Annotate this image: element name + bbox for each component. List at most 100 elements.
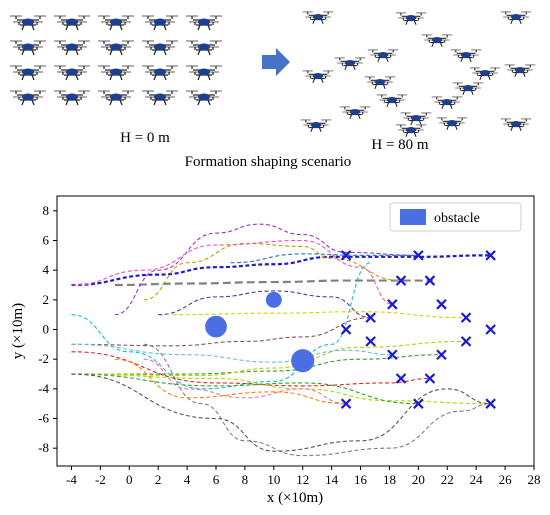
quadcopter-icon (395, 12, 427, 26)
quadcopter-icon (431, 96, 463, 110)
target-marker (436, 299, 447, 310)
quadcopter-icon (367, 49, 399, 63)
y-tick-label: 0 (43, 322, 50, 337)
trajectory-line (143, 242, 402, 301)
quadcopter-icon (300, 119, 332, 133)
x-tick-label: 24 (470, 472, 484, 487)
quadcopter-icon (54, 90, 90, 106)
quadcopter-icon (376, 94, 408, 108)
quadcopter-icon (302, 70, 334, 84)
x-tick-label: -2 (95, 472, 106, 487)
x-tick-label: 20 (412, 472, 425, 487)
quadcopter-icon (450, 49, 482, 63)
target-marker (460, 336, 472, 347)
trajectory-line (230, 253, 419, 264)
y-tick-label: 8 (43, 203, 50, 218)
y-tick-label: 2 (43, 292, 50, 307)
quadcopter-icon (452, 82, 484, 96)
trajectory-line (172, 311, 467, 319)
target-marker (485, 250, 496, 261)
figure-caption: Formation shaping scenario (185, 154, 352, 170)
trajectory-line (158, 290, 371, 319)
quadcopter-icon (98, 90, 134, 106)
trajectory-line (114, 279, 433, 287)
x-tick-label: 16 (354, 472, 368, 487)
y-axis-label: y (×10m) (10, 303, 26, 359)
quadcopter-icon (400, 112, 432, 126)
x-tick-label: 4 (184, 472, 191, 487)
target-markers (340, 250, 496, 409)
target-marker (436, 349, 447, 361)
air-formation (300, 11, 536, 138)
quadcopter-icon (10, 90, 46, 106)
target-marker (424, 275, 436, 286)
quadcopter-icon (395, 124, 427, 138)
quadcopter-icon (186, 15, 222, 31)
trajectory-line (143, 358, 347, 405)
target-marker (395, 373, 407, 384)
x-tick-label: -4 (66, 472, 77, 487)
x-tick-label: 14 (325, 472, 339, 487)
trajectory-line (114, 358, 347, 405)
legend: obstacle (389, 202, 522, 232)
quadcopter-icon (339, 106, 371, 120)
trajectory-line (143, 343, 491, 457)
x-tick-label: 12 (296, 472, 309, 487)
trajectory-line (71, 351, 430, 387)
quadcopter-icon (500, 118, 532, 132)
x-axis-label: x (×10m) (267, 490, 323, 506)
y-tick-label: -2 (38, 351, 49, 366)
legend-obstacle-label: obstacle (434, 211, 480, 226)
y-tick-label: -4 (38, 381, 49, 396)
quadcopter-icon (436, 117, 468, 131)
ground-height-label: H = 0 m (120, 130, 170, 146)
trajectory-line (71, 254, 491, 287)
transition-arrow-icon (262, 48, 290, 76)
quadcopter-icon (364, 76, 396, 90)
x-tick-label: 28 (528, 472, 541, 487)
trajectory-line (71, 340, 467, 377)
quadcopter-icon (469, 67, 501, 81)
y-tick-label: -6 (38, 411, 49, 426)
x-tick-label: 18 (383, 472, 396, 487)
trajectory-line (114, 223, 419, 316)
target-marker (413, 398, 424, 409)
target-marker (485, 324, 496, 335)
y-tick-label: -8 (38, 440, 49, 455)
quadcopter-icon (54, 65, 90, 81)
trajectory-chart: -4 -2 0 2 4 6 8 10 12 14 16 18 20 22 24 26 28 -8-6-4-202… (10, 195, 541, 506)
quadcopter-icon (421, 34, 453, 48)
quadcopter-icon (302, 11, 334, 25)
quadcopter-icon (54, 40, 90, 56)
trajectory-line (71, 317, 371, 347)
obstacles (205, 291, 315, 373)
target-marker (365, 336, 376, 347)
x-axis: -4 -2 0 2 4 6 8 10 12 14 16 18 20 22 24 26 28 (66, 466, 541, 487)
quadcopter-icon (142, 15, 178, 31)
quadcopter-icon (10, 15, 46, 31)
target-marker (387, 349, 398, 361)
legend-obstacle-swatch (400, 209, 426, 225)
y-axis: -8 -6 -4 -2 0 2 4 6 8 (38, 203, 57, 455)
plot-frame (56, 195, 535, 467)
quadcopter-icon (334, 57, 366, 71)
quadcopter-icon (142, 65, 178, 81)
obstacle-circle (265, 291, 282, 308)
quadcopter-icon (186, 40, 222, 56)
target-marker (395, 275, 407, 286)
target-marker (365, 312, 376, 323)
x-tick-label: 10 (267, 472, 280, 487)
obstacle-circle (205, 315, 227, 338)
trajectory-lines (71, 223, 491, 457)
quadcopter-icon (98, 40, 134, 56)
target-marker (340, 398, 352, 409)
quadcopter-icon (98, 15, 134, 31)
quadcopter-icon (186, 65, 222, 81)
trajectory-line (71, 343, 393, 363)
target-marker (485, 398, 496, 409)
target-marker (424, 373, 436, 384)
air-height-label: H = 80 m (371, 137, 429, 153)
quadcopter-icon (54, 15, 90, 31)
x-tick-label: 22 (441, 472, 454, 487)
